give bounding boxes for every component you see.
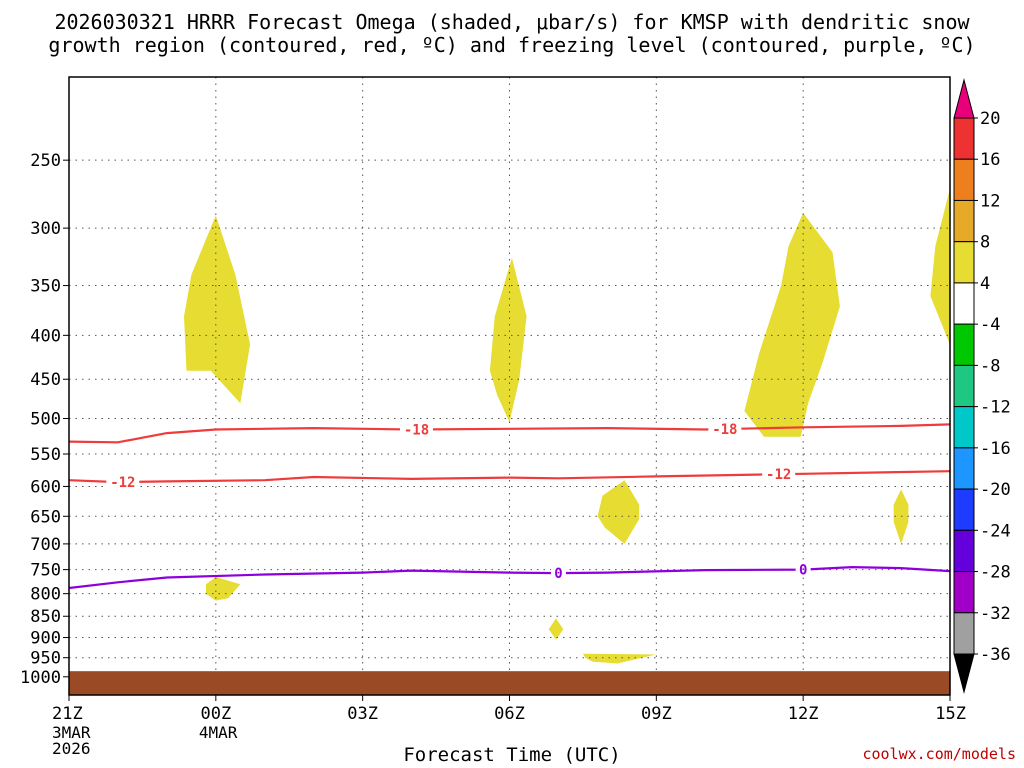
colorbar-band-5 bbox=[953, 323, 975, 366]
omega-region-low-3 bbox=[582, 653, 657, 664]
x-tick-label-12Z: 12Z bbox=[788, 704, 819, 724]
contour-line--12 bbox=[69, 470, 950, 484]
y-tick-label-350: 350 bbox=[30, 277, 61, 297]
colorbar-label--36: -36 bbox=[980, 645, 1011, 665]
x-date-label-3MAR: 3MAR bbox=[52, 723, 91, 742]
y-tick-label-900: 900 bbox=[30, 629, 61, 649]
colorbar-band-12 bbox=[953, 612, 975, 655]
colorbar-band-4 bbox=[953, 282, 975, 325]
colorbar-label-4: 4 bbox=[980, 274, 990, 294]
y-tick-label-1000: 1000 bbox=[20, 668, 61, 688]
omega-region-upper-2 bbox=[489, 257, 527, 423]
y-tick-label-750: 750 bbox=[30, 561, 61, 581]
y-tick-label-250: 250 bbox=[30, 151, 61, 171]
colorbar-label--20: -20 bbox=[980, 480, 1011, 500]
colorbar-label-20: 20 bbox=[980, 109, 1000, 129]
y-tick-label-600: 600 bbox=[30, 477, 61, 497]
y-tick-label-400: 400 bbox=[30, 326, 61, 346]
contour-label--18-1: -18 bbox=[712, 422, 737, 438]
colorbar-label-16: 16 bbox=[980, 150, 1000, 170]
colorbar-label--12: -12 bbox=[980, 398, 1011, 418]
omega-region-upper-1 bbox=[184, 215, 251, 404]
contour-line-0 bbox=[69, 565, 950, 590]
colorbar-band-3 bbox=[953, 241, 975, 284]
x-tick-label-09Z: 09Z bbox=[641, 704, 672, 724]
x-axis-label: Forecast Time (UTC) bbox=[403, 744, 621, 766]
y-tick-label-850: 850 bbox=[30, 607, 61, 627]
y-tick-label-950: 950 bbox=[30, 649, 61, 669]
y-tick-label-300: 300 bbox=[30, 219, 61, 239]
colorbar-band-6 bbox=[953, 364, 975, 408]
chart-title-line-1: 2026030321 HRRR Forecast Omega (shaded, … bbox=[54, 10, 970, 34]
omega-region-low-1 bbox=[206, 577, 241, 601]
ticks-layer: 2503003504004505005506006507007508008509… bbox=[20, 151, 966, 724]
colorbar-band-9 bbox=[953, 488, 975, 531]
colorbar-band-1 bbox=[953, 158, 975, 201]
x-tick-label-03Z: 03Z bbox=[347, 704, 378, 724]
contour-label-bg bbox=[708, 421, 742, 438]
x-tick-label-15Z: 15Z bbox=[935, 704, 966, 724]
omega-region-mid-1 bbox=[597, 480, 640, 544]
colorbar-label-8: 8 bbox=[980, 233, 990, 253]
colorbar-label--28: -28 bbox=[980, 563, 1011, 583]
contour-line--18 bbox=[69, 423, 950, 444]
omega-regions-layer bbox=[184, 188, 950, 664]
y-tick-label-800: 800 bbox=[30, 585, 61, 605]
y-tick-label-650: 650 bbox=[30, 507, 61, 527]
contour-label-bg bbox=[550, 565, 566, 582]
colorbar-band-0 bbox=[953, 117, 975, 160]
colorbar-label--8: -8 bbox=[980, 356, 1000, 376]
y-tick-label-550: 550 bbox=[30, 445, 61, 465]
y-tick-label-450: 450 bbox=[30, 370, 61, 390]
contour-label--12-0: -12 bbox=[110, 475, 135, 491]
contour-label-bg bbox=[106, 474, 140, 491]
colorbar-top-triangle bbox=[953, 78, 975, 119]
colorbar-band-8 bbox=[953, 447, 975, 490]
contour-label-bg bbox=[400, 421, 434, 438]
colorbar-bottom-triangle bbox=[953, 653, 975, 694]
omega-region-upper-3 bbox=[744, 212, 840, 437]
colorbar-band-10 bbox=[953, 529, 975, 573]
omega-region-low-2 bbox=[548, 618, 564, 640]
colorbar-band-2 bbox=[953, 199, 975, 243]
y-tick-label-700: 700 bbox=[30, 535, 61, 555]
x-tick-label-06Z: 06Z bbox=[494, 704, 525, 724]
y-tick-label-500: 500 bbox=[30, 409, 61, 429]
contour-label-bg bbox=[762, 466, 796, 483]
x-date-label-4MAR: 4MAR bbox=[198, 723, 238, 742]
terrain-surface bbox=[69, 671, 950, 695]
colorbar-label-12: 12 bbox=[980, 191, 1000, 211]
colorbar-label--16: -16 bbox=[980, 439, 1011, 459]
credit-text: coolwx.com/models bbox=[862, 745, 1016, 763]
contour-label--12-1: -12 bbox=[766, 467, 791, 483]
plot-frame bbox=[68, 76, 951, 696]
x-date-label-2026: 2026 bbox=[52, 739, 91, 758]
colorbar-label--32: -32 bbox=[980, 604, 1011, 624]
colorbar-label--4: -4 bbox=[980, 315, 1000, 335]
contour-label--18-0: -18 bbox=[404, 422, 429, 438]
contour-label-bg bbox=[795, 561, 811, 578]
colorbar-band-11 bbox=[953, 571, 975, 614]
terrain-layer bbox=[69, 671, 950, 695]
contours-layer: -18 -18 -12 -12 0 0 bbox=[69, 421, 950, 590]
omega-region-upper-4 bbox=[930, 188, 950, 345]
contour-label-0-1: 0 bbox=[799, 563, 807, 579]
contour-label-0-0: 0 bbox=[554, 566, 562, 582]
colorbar-label--24: -24 bbox=[980, 521, 1011, 541]
colorbar: 20 16 12 8 4 -4 -8 -12 -16 -20 -24 -28 -32 -36 bbox=[953, 78, 1011, 694]
x-tick-label-00Z: 00Z bbox=[200, 704, 231, 724]
chart-title-line-2: growth region (contoured, red, ºC) and f… bbox=[48, 33, 976, 57]
x-tick-label-21Z: 21Z bbox=[52, 704, 83, 724]
grid-layer bbox=[69, 77, 950, 695]
colorbar-band-7 bbox=[953, 406, 975, 449]
